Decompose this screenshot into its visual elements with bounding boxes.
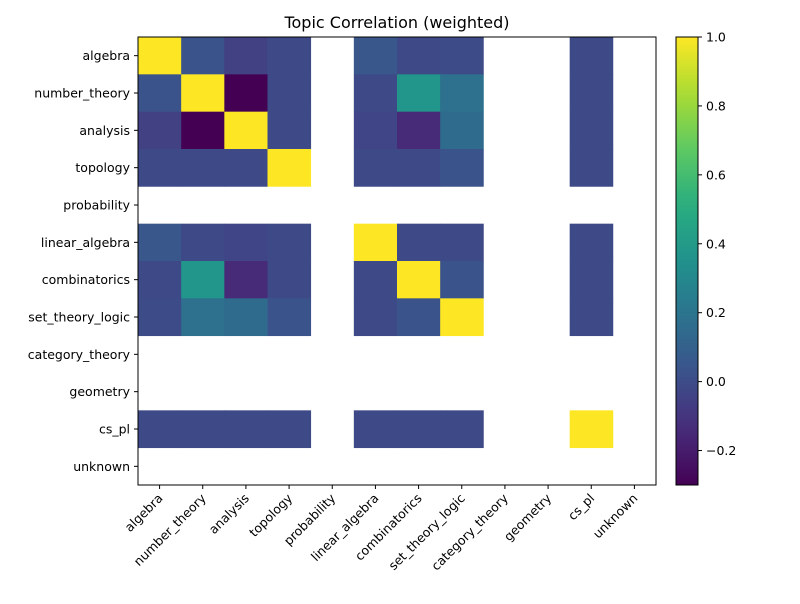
heatmap-cell — [397, 111, 441, 150]
heatmap-cell — [440, 111, 484, 150]
heatmap-cell — [397, 149, 441, 187]
x-tick-label: algebra — [122, 491, 166, 535]
heatmap-cell — [138, 149, 182, 187]
y-tick-label: cs_pl — [99, 422, 130, 437]
heatmap-cell — [353, 261, 398, 299]
colorbar-tick-label: −0.2 — [706, 443, 736, 458]
y-tick-label: algebra — [83, 48, 131, 63]
heatmap-cell — [569, 410, 614, 449]
heatmap-cell — [224, 111, 268, 150]
heatmap-cell — [181, 111, 225, 150]
heatmap-cell — [267, 74, 312, 113]
heatmap-cell — [181, 410, 225, 449]
heatmap-cell — [440, 298, 484, 337]
y-tick-label: geometry — [69, 384, 130, 399]
heatmap-cell — [267, 410, 312, 449]
x-tick-label: geometry — [501, 490, 555, 544]
heatmap-cell — [440, 410, 484, 449]
heatmap-cell — [181, 149, 225, 187]
heatmap-cell — [440, 74, 484, 113]
heatmap-cell — [397, 298, 441, 337]
heatmap-cell — [138, 223, 182, 262]
y-tick-label: topology — [75, 160, 130, 175]
heatmap-cell — [181, 298, 225, 337]
heatmap-cell — [267, 261, 312, 299]
y-tick-label: analysis — [79, 123, 130, 138]
heatmap-cell — [267, 111, 312, 150]
heatmap-cell — [440, 37, 484, 75]
heatmap-cell — [267, 223, 312, 262]
y-tick-label: linear_algebra — [41, 235, 130, 250]
heatmap-cell — [440, 261, 484, 299]
heatmap-cell — [267, 298, 312, 337]
heatmap-cell — [353, 410, 398, 449]
heatmap-cell — [138, 111, 182, 150]
heatmap-cell — [569, 298, 614, 337]
colorbar-tick-label: 0.0 — [706, 374, 726, 389]
heatmap-cell — [397, 223, 441, 262]
colorbar-tick-label: 1.0 — [706, 30, 726, 45]
colorbar-tick-label: 0.6 — [706, 167, 726, 182]
y-tick-label: probability — [63, 198, 130, 213]
colorbar — [675, 36, 699, 486]
heatmap-cell — [569, 261, 614, 299]
heatmap-cell — [569, 37, 614, 75]
x-tick-label: analysis — [206, 491, 252, 537]
y-tick-label: category_theory — [28, 347, 131, 362]
heatmap-cell — [138, 74, 182, 113]
heatmap-cell — [397, 37, 441, 75]
heatmap-cell — [353, 74, 398, 113]
heatmap-cell — [138, 298, 182, 337]
heatmap-cell — [224, 223, 268, 262]
y-tick-label: number_theory — [34, 86, 130, 101]
y-axis: algebra number_theory analysis topology prob… — [28, 48, 138, 474]
y-tick-label: set_theory_logic — [28, 310, 130, 325]
heatmap-cell — [267, 37, 312, 75]
heatmap-cell — [353, 149, 398, 187]
heatmap-cell — [440, 149, 484, 187]
heatmap-cell — [569, 149, 614, 187]
heatmap-cell — [181, 74, 225, 113]
heatmap-cell — [138, 261, 182, 299]
x-axis: algebranumber_theoryanalysistopologyprob… — [122, 485, 641, 573]
x-tick-label: cs_pl — [565, 491, 598, 524]
heatmap-cell — [397, 261, 441, 299]
colorbar-tick-label: 0.8 — [706, 98, 726, 113]
heatmap-cell — [224, 298, 268, 337]
heatmap-cell — [224, 74, 268, 113]
heatmap-cell — [181, 37, 225, 75]
colorbar-tick-label: 0.4 — [706, 236, 726, 251]
chart-title: Topic Correlation (weighted) — [283, 13, 509, 32]
heatmap-cell — [181, 261, 225, 299]
heatmap-cell — [353, 111, 398, 150]
x-tick-label: category_theory — [428, 490, 511, 573]
x-tick-label: unknown — [590, 491, 641, 542]
colorbar-axis: −0.2 0.0 0.2 0.4 0.6 0.8 1.0 — [698, 30, 736, 458]
colorbar-tick-label: 0.2 — [706, 305, 726, 320]
heatmap-cell — [353, 298, 398, 337]
heatmap-cell — [138, 37, 182, 75]
plot-frame — [137, 36, 657, 486]
heatmap-cells — [138, 37, 614, 449]
y-tick-label: combinatorics — [42, 272, 130, 287]
x-tick-label: set_theory_logic — [385, 490, 468, 573]
heatmap-cell — [181, 223, 225, 262]
heatmap-cell — [224, 149, 268, 187]
heatmap-cell — [569, 74, 614, 113]
heatmap-cell — [397, 74, 441, 113]
heatmap-cell — [267, 149, 312, 187]
heatmap-cell — [353, 37, 398, 75]
heatmap-cell — [224, 261, 268, 299]
heatmap-cell — [353, 223, 398, 262]
heatmap-cell — [397, 410, 441, 449]
heatmap-cell — [224, 410, 268, 449]
heatmap-cell — [569, 111, 614, 150]
y-tick-label: unknown — [73, 459, 130, 474]
heatmap-cell — [569, 223, 614, 262]
heatmap-cell — [138, 410, 182, 449]
heatmap-cell — [224, 37, 268, 75]
heatmap-cell — [440, 223, 484, 262]
